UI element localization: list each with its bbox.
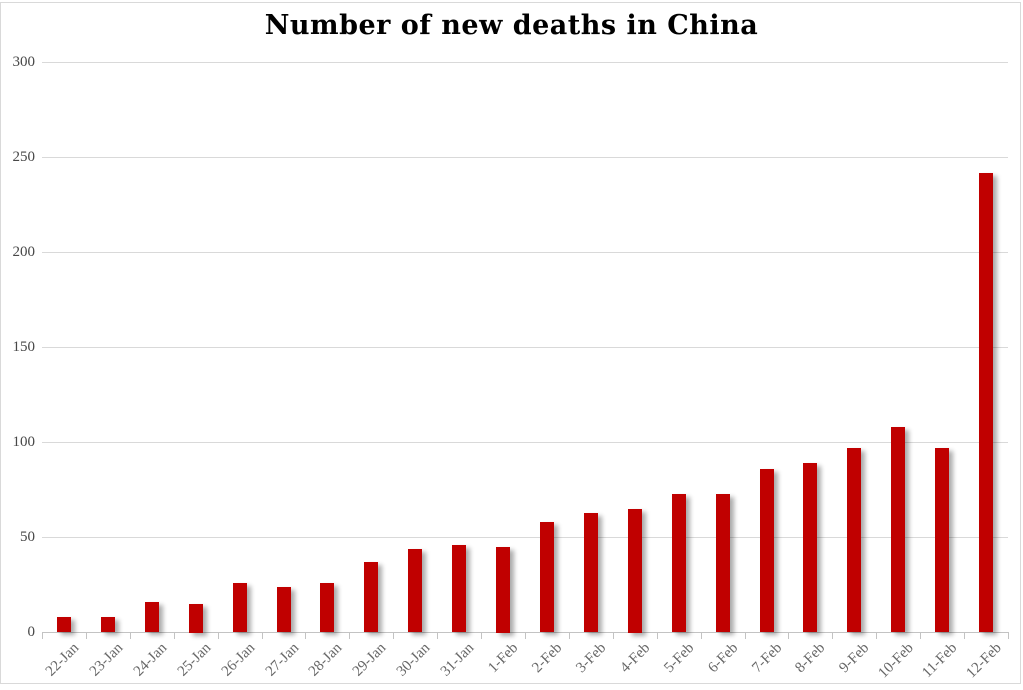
bar-1-Feb: [496, 547, 511, 633]
x-axis-tick: [129, 632, 131, 639]
bar-7-Feb: [759, 469, 774, 633]
bar-27-Jan: [276, 586, 291, 633]
bar-5-Feb: [671, 493, 686, 633]
bar-30-Jan: [408, 548, 423, 633]
bar-8-Feb: [803, 463, 818, 633]
bar-29-Jan: [364, 562, 379, 633]
gridline: [42, 347, 1008, 348]
x-axis-tick: [832, 632, 834, 639]
x-axis-tick: [656, 632, 658, 639]
x-axis-tick: [393, 632, 395, 639]
x-axis-tick: [1008, 632, 1009, 639]
bar-6-Feb: [715, 493, 730, 633]
bar-10-Feb: [891, 427, 906, 633]
x-axis-tick: [217, 632, 219, 639]
gridline: [42, 62, 1008, 63]
x-axis-tick: [876, 632, 878, 639]
y-axis-tick-label: 50: [20, 528, 35, 545]
bar-26-Jan: [232, 583, 247, 633]
bar-28-Jan: [320, 583, 335, 633]
x-axis-tick: [525, 632, 526, 639]
x-axis-tick: [568, 632, 570, 639]
y-axis-tick-label: 150: [12, 338, 36, 355]
bar-24-Jan: [144, 602, 159, 633]
bar-11-Feb: [935, 448, 950, 633]
x-axis-tick: [788, 632, 790, 639]
bar-31-Jan: [452, 545, 467, 633]
y-axis-tick-label: 0: [27, 623, 36, 640]
bar-2-Feb: [539, 522, 554, 633]
x-axis-tick: [437, 632, 439, 639]
gridline: [42, 157, 1008, 158]
x-axis-tick: [42, 632, 43, 639]
y-axis-tick-label: 100: [12, 433, 36, 450]
bar-22-Jan: [56, 617, 71, 633]
gridline: [42, 252, 1008, 253]
x-axis-tick: [744, 632, 746, 639]
bar-4-Feb: [627, 509, 642, 633]
x-axis-tick: [261, 632, 263, 639]
x-axis-tick: [349, 632, 351, 639]
x-axis-tick: [481, 632, 483, 639]
chart-title: Number of new deaths in China: [264, 10, 759, 41]
bar-3-Feb: [583, 512, 598, 633]
bar-23-Jan: [100, 617, 115, 633]
bar-12-Feb: [979, 172, 994, 633]
gridline: [42, 442, 1008, 443]
x-axis-tick: [920, 632, 922, 639]
bar-9-Feb: [847, 448, 862, 633]
x-axis-tick: [964, 632, 966, 639]
y-axis-tick-label: 300: [12, 53, 36, 70]
x-axis-tick: [700, 632, 702, 639]
x-axis-tick: [173, 632, 175, 639]
y-axis-tick-label: 200: [12, 243, 36, 260]
gridline: [42, 537, 1008, 538]
y-axis-tick-label: 250: [12, 148, 36, 165]
x-axis-tick: [612, 632, 614, 639]
x-axis-tick: [85, 632, 87, 639]
x-axis-tick: [305, 632, 307, 639]
bar-25-Jan: [188, 604, 203, 633]
